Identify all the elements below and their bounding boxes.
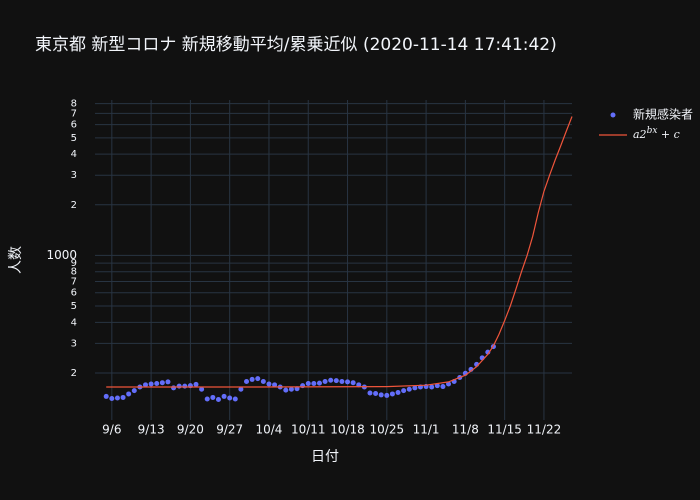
data-point (440, 384, 446, 390)
data-point (322, 378, 328, 384)
y-tick-label: 9 (71, 258, 77, 269)
data-point (176, 383, 182, 389)
legend-label: a2bx + c (633, 126, 680, 142)
y-tick-label: 3 (71, 170, 77, 181)
data-point (333, 378, 339, 384)
data-point (182, 383, 188, 389)
x-tick-label: 10/4 (255, 423, 282, 437)
data-point (406, 386, 412, 392)
x-tick-label: 10/11 (291, 423, 326, 437)
x-tick-label: 11/1 (413, 423, 440, 437)
data-point (429, 384, 435, 390)
data-point (389, 391, 395, 397)
data-point (148, 381, 154, 387)
data-point (210, 394, 216, 400)
y-tick-label: 6 (71, 288, 77, 299)
data-point (378, 392, 384, 398)
data-point (171, 385, 177, 391)
data-point (232, 396, 238, 402)
data-point (244, 378, 250, 384)
data-point (159, 380, 165, 386)
data-point (199, 386, 205, 392)
y-tick-label: 2 (71, 368, 77, 379)
data-point (143, 382, 149, 388)
data-point (283, 387, 289, 393)
y-tick-label: 3 (71, 338, 77, 349)
y-tick-label: 6 (71, 120, 77, 131)
data-point (114, 395, 120, 401)
data-point (215, 397, 221, 403)
data-point (288, 386, 294, 392)
data-point (260, 378, 266, 384)
data-point (345, 379, 351, 385)
x-tick-label: 9/27 (216, 423, 243, 437)
data-point (154, 381, 160, 387)
data-point (204, 396, 210, 402)
legend-label: 新規感染者 (633, 107, 693, 122)
x-tick-label: 11/8 (452, 423, 479, 437)
data-point (131, 388, 137, 394)
data-point (350, 380, 356, 386)
fit-line (106, 116, 573, 388)
y-tick-label: 5 (71, 133, 77, 144)
data-point (238, 386, 244, 392)
data-point (395, 390, 401, 396)
data-point (373, 390, 379, 396)
data-point (103, 393, 109, 399)
data-point (311, 381, 317, 387)
data-point (109, 395, 115, 401)
data-point (316, 380, 322, 386)
data-point (249, 376, 255, 382)
data-point (305, 381, 311, 387)
data-point (266, 381, 272, 387)
data-point (227, 395, 233, 401)
chart-title: 東京都 新型コロナ 新規移動平均/累乗近似 (2020-11-14 17:41:… (35, 35, 557, 55)
data-point (193, 381, 199, 387)
data-point (401, 388, 407, 394)
x-tick-label: 11/22 (527, 423, 562, 437)
x-tick-label: 10/18 (330, 423, 365, 437)
data-point (221, 393, 227, 399)
x-axis-label: 日付 (311, 449, 339, 465)
data-point (339, 378, 345, 384)
data-point (272, 382, 278, 388)
y-tick-label: 4 (71, 317, 77, 328)
data-point (294, 386, 300, 392)
data-point (446, 381, 452, 387)
y-tick-label: 7 (71, 276, 77, 287)
x-tick-label: 9/6 (102, 423, 121, 437)
data-point (120, 394, 126, 400)
data-point (434, 383, 440, 389)
data-point (165, 379, 171, 385)
data-point (126, 391, 132, 397)
data-point (367, 390, 373, 396)
y-tick-label: 8 (71, 267, 77, 278)
y-tick-label: 8 (71, 99, 77, 110)
data-point (328, 377, 334, 383)
data-point (255, 376, 261, 382)
y-tick-label: 5 (71, 301, 77, 312)
x-tick-label: 10/25 (370, 423, 405, 437)
y-tick-label: 1000 (46, 248, 77, 262)
data-point (356, 382, 362, 388)
x-tick-label: 9/20 (177, 423, 204, 437)
data-point (412, 385, 418, 391)
legend-swatch (610, 112, 616, 118)
x-tick-label: 9/13 (138, 423, 165, 437)
y-tick-label: 2 (71, 200, 77, 211)
y-tick-label: 4 (71, 149, 77, 160)
x-tick-label: 11/15 (487, 423, 522, 437)
y-axis-label: 人数 (8, 246, 24, 274)
data-point (384, 392, 390, 398)
y-tick-label: 7 (71, 108, 77, 119)
